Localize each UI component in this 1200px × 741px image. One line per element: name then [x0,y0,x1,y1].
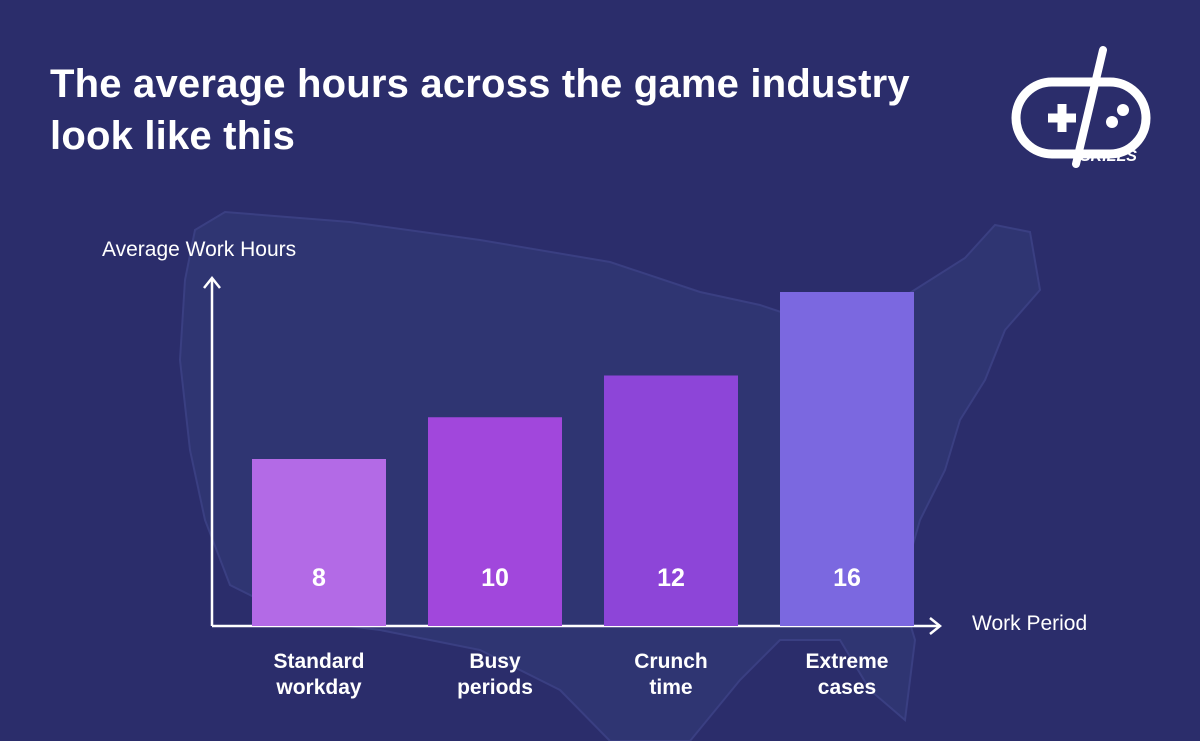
gd-skills-logo-icon [1011,46,1151,168]
x-axis-label: Work Period [972,612,1088,635]
category-label-4-line-1: Extreme [806,650,889,673]
category-label-4-line-2: cases [818,676,876,699]
bar-4 [780,292,914,626]
category-label-2-line-2: periods [457,676,533,699]
bar-series [252,292,914,626]
value-label-2: 10 [481,564,509,592]
value-label-4: 16 [833,564,861,592]
bar-2 [428,417,562,626]
value-label-3: 12 [657,564,685,592]
y-axis-label: Average Work Hours [102,238,297,261]
bar-3 [604,375,738,626]
category-label-3-line-2: time [649,676,692,699]
x-axis-arrow [929,617,943,635]
category-label-1-line-1: Standard [273,650,364,673]
logo-text: SKILLS [1080,148,1137,165]
category-labels: Standard workday Busy periods Crunch time Extr… [273,650,888,699]
category-label-2-line-1: Busy [469,650,521,673]
bar-1 [252,459,386,626]
category-label-3-line-1: Crunch [634,650,708,673]
value-label-1: 8 [312,564,326,592]
y-axis-arrow [203,275,221,289]
value-labels: 8 10 12 16 [312,564,861,592]
category-label-1-line-2: workday [275,676,362,699]
page-title: The average hours across the game indust… [50,62,910,158]
